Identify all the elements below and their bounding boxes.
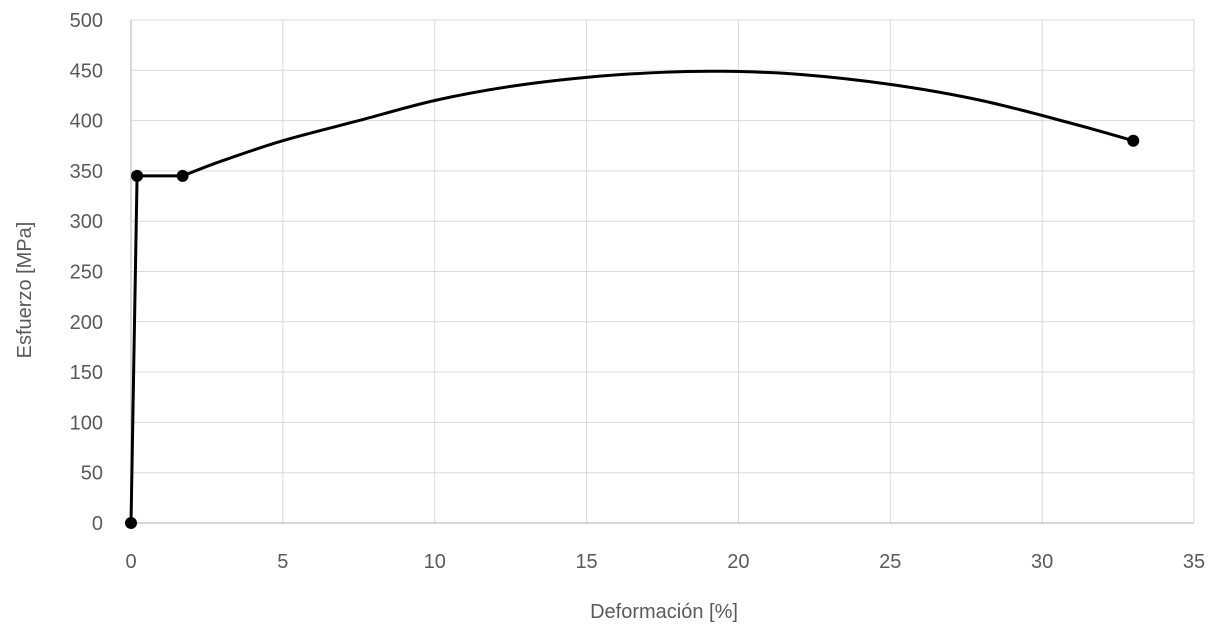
y-tick-label: 500: [70, 10, 103, 32]
data-point: [1127, 134, 1140, 147]
data-point: [131, 169, 144, 182]
y-tick-label: 100: [70, 412, 103, 434]
y-tick-label: 50: [81, 463, 103, 485]
series-line: [129, 69, 1134, 524]
y-tick-label: 450: [70, 60, 103, 82]
y-tick-label: 150: [70, 362, 103, 384]
x-tick-label: 5: [277, 551, 288, 573]
x-tick-label: 20: [727, 551, 749, 573]
y-tick-label: 200: [70, 312, 103, 334]
y-tick-labels: 0 50 100 150 200 250 300 350 400 450 500: [70, 10, 103, 535]
y-tick-label: 300: [70, 211, 103, 233]
x-tick-label: 10: [424, 551, 446, 573]
x-axis-label: Deformación [%]: [590, 601, 738, 623]
x-tick-labels: 0 5 10 15 20 25 30 35: [125, 551, 1205, 573]
series: [125, 69, 1140, 529]
y-tick-label: 350: [70, 161, 103, 183]
grid: [131, 19, 1195, 523]
x-tick-label: 0: [125, 551, 136, 573]
x-tick-label: 30: [1031, 551, 1053, 573]
y-tick-label: 400: [70, 111, 103, 133]
x-tick-label: 15: [575, 551, 597, 573]
y-tick-label: 250: [70, 262, 103, 284]
y-axis-label: Esfuerzo [MPa]: [14, 222, 36, 359]
data-point: [125, 517, 137, 529]
data-point: [176, 169, 189, 182]
y-tick-label: 0: [92, 513, 103, 535]
x-tick-label: 35: [1183, 551, 1205, 573]
x-tick-label: 25: [879, 551, 901, 573]
